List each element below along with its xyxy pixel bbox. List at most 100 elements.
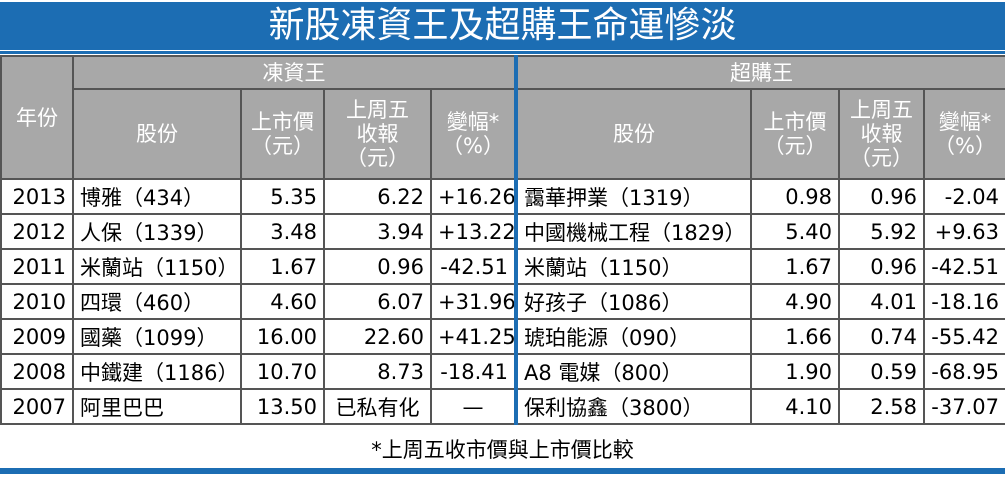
data-row: 2013 博雅（434） 5.35 6.22 +16.26 靄華押業（1319） 0.98 0… <box>0 178 1005 215</box>
table: 年份 凍資王 超購王 股份 上市價 （元） 上周五 收報 （元） 變幅* （%） 股份 上市價 （元） 上周… <box>0 55 1005 425</box>
cell: 0.74 <box>838 318 925 355</box>
cell: 1.90 <box>750 353 840 390</box>
header-line: 上周五 <box>850 98 913 122</box>
cell: 0.96 <box>838 248 925 285</box>
cell: +16.26 <box>430 178 517 215</box>
cell: 琥珀能源（090） <box>514 318 752 355</box>
cell: 保利協鑫（3800） <box>514 388 752 425</box>
column-header: 上周五 收報 （元） <box>838 88 925 180</box>
header-line: （元） <box>251 134 314 158</box>
cell: +9.63 <box>923 213 1005 250</box>
cell: 中國機械工程（1829） <box>514 213 752 250</box>
cell: 四環（460） <box>72 283 242 320</box>
cell: 2013 <box>0 178 74 215</box>
cell: 中鐵建（1186） <box>72 353 242 390</box>
cell: 5.40 <box>750 213 840 250</box>
cell: 3.94 <box>323 213 432 250</box>
data-row: 2011 米蘭站（1150） 1.67 0.96 -42.51 米蘭站（1150） 1.67… <box>0 248 1005 285</box>
cell: 13.50 <box>240 388 325 425</box>
header-line: （%） <box>934 134 996 158</box>
cell: A8 電媒（800） <box>514 353 752 390</box>
cell: 22.60 <box>323 318 432 355</box>
cell: 0.96 <box>323 248 432 285</box>
cell: 6.07 <box>323 283 432 320</box>
cell: 6.22 <box>323 178 432 215</box>
data-row: 2009 國藥（1099） 16.00 22.60 +41.25 琥珀能源（090） 1.6… <box>0 318 1005 355</box>
group-header: 超購王 <box>514 55 1005 90</box>
cell: 4.90 <box>750 283 840 320</box>
cell: 阿里巴巴 <box>72 388 242 425</box>
data-row: 2008 中鐵建（1186） 10.70 8.73 -18.41 A8 電媒（800） 1.… <box>0 353 1005 390</box>
cell: 3.48 <box>240 213 325 250</box>
year-header: 年份 <box>0 55 74 180</box>
header-line: 上市價 <box>251 110 314 134</box>
header-line: 變幅* <box>446 110 500 134</box>
cell: -18.16 <box>923 283 1005 320</box>
header-line: 上市價 <box>763 110 827 134</box>
cell: 米蘭站（1150） <box>72 248 242 285</box>
footnote: *上周五收市價與上市價比較 <box>371 438 634 462</box>
cell: -68.95 <box>923 353 1005 390</box>
cell: 4.60 <box>240 283 325 320</box>
header-line: （元） <box>850 146 913 170</box>
header-row: 年份 凍資王 超購王 <box>0 55 1005 180</box>
cell: 5.35 <box>240 178 325 215</box>
header-line: 收報 <box>356 122 399 146</box>
cell: 10.70 <box>240 353 325 390</box>
cell: 2.58 <box>838 388 925 425</box>
cell: 5.92 <box>838 213 925 250</box>
header-row: 股份 上市價 （元） 上周五 收報 （元） 變幅* （%） 股份 上市價 （元） 上周五 收報 （元） 變幅… <box>1 88 1005 180</box>
cell: 博雅（434） <box>72 178 242 215</box>
cell: 1.66 <box>750 318 840 355</box>
rule <box>0 468 1005 474</box>
cell: 4.10 <box>750 388 840 425</box>
cell: -42.51 <box>923 248 1005 285</box>
header-line: （元） <box>346 146 409 170</box>
cell: 人保（1339） <box>72 213 242 250</box>
cell: 0.59 <box>838 353 925 390</box>
column-header: 上市價 （元） <box>750 88 840 180</box>
cell: -42.51 <box>430 248 517 285</box>
column-header: 上周五 收報 （元） <box>323 88 432 180</box>
cell: +13.22 <box>430 213 517 250</box>
cell: -37.07 <box>923 388 1005 425</box>
cell: 1.67 <box>750 248 840 285</box>
cell: 4.01 <box>838 283 925 320</box>
data-row: 2007 阿里巴巴 13.50 已私有化 — 保利協鑫（3800） 4.10 2.58 -37.… <box>0 388 1005 425</box>
cell: 1.67 <box>240 248 325 285</box>
cell: 2011 <box>0 248 74 285</box>
header-line: 收報 <box>860 122 903 146</box>
header-line: 股份 <box>136 122 178 146</box>
title: 新股凍資王及超購王命運慘淡 <box>0 2 1005 50</box>
data-row: 2010 四環（460） 4.60 6.07 +31.96 好孩子（1086） 4.90 4.… <box>0 283 1005 320</box>
column-header: 股份 <box>514 88 752 180</box>
header-line: 股份 <box>613 122 655 146</box>
header-line: 上周五 <box>346 98 409 122</box>
cell: 靄華押業（1319） <box>514 178 752 215</box>
cell: 2008 <box>0 353 74 390</box>
cell: — <box>430 388 517 425</box>
cell: 2010 <box>0 283 74 320</box>
header-line: （元） <box>763 134 827 158</box>
group-header: 凍資王 <box>72 55 517 90</box>
cell: 好孩子（1086） <box>514 283 752 320</box>
cell: 2007 <box>0 388 74 425</box>
cell: 8.73 <box>323 353 432 390</box>
header-line: 變幅* <box>938 110 992 134</box>
data-row: 2012 人保（1339） 3.48 3.94 +13.22 中國機械工程（1829） 5.… <box>0 213 1005 250</box>
cell: -2.04 <box>923 178 1005 215</box>
cell: 已私有化 <box>323 388 432 425</box>
cell: 2009 <box>0 318 74 355</box>
cell: 國藥（1099） <box>72 318 242 355</box>
cell: +31.96 <box>430 283 517 320</box>
cell: 0.98 <box>750 178 840 215</box>
cell: +41.25 <box>430 318 517 355</box>
cell: -18.41 <box>430 353 517 390</box>
cell: 0.96 <box>838 178 925 215</box>
cell: 米蘭站（1150） <box>514 248 752 285</box>
column-header: 股份 <box>72 88 242 180</box>
cell: 2012 <box>0 213 74 250</box>
column-header: 變幅* （%） <box>923 88 1005 180</box>
cell: -55.42 <box>923 318 1005 355</box>
